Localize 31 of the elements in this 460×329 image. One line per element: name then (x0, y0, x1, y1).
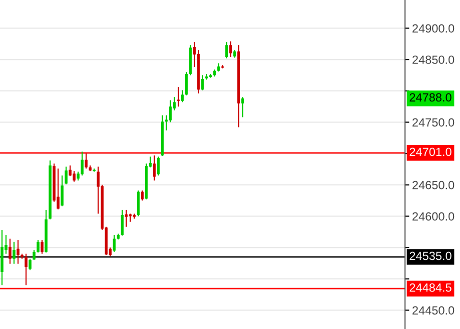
y-tick-label: 24600.0 (412, 212, 454, 221)
text: 24788.0 (410, 93, 452, 102)
candlestick (24, 253, 28, 286)
ref-line-label: 24701.0 (410, 148, 452, 156)
candlestick (8, 238, 12, 264)
candlestick (177, 86, 180, 108)
candlestick (140, 190, 144, 202)
candlestick (156, 156, 160, 176)
y-tick-label: 24650.0 (412, 180, 454, 190)
candlestick (32, 249, 36, 261)
candlestick (185, 72, 188, 96)
candlestick (241, 96, 244, 118)
y-tick-label: 24750.0 (412, 118, 454, 127)
candlestick (152, 154, 156, 182)
candlestick (36, 239, 40, 254)
candlestick (225, 41, 228, 59)
candlestick (56, 168, 60, 210)
y-tick-label: 24900.0 (412, 24, 454, 33)
candlestick (201, 74, 204, 91)
ref-line-label: 24484.5 (410, 283, 452, 292)
ref-line-label: 24535.0 (410, 252, 452, 260)
candlestick (12, 241, 16, 264)
candlestick (16, 239, 20, 264)
candlestick (28, 258, 32, 271)
candlestick (181, 90, 184, 103)
candlestick (40, 239, 44, 254)
candlestick (169, 100, 172, 123)
y-tick-label: 24850.0 (412, 56, 454, 64)
y-tick-label: 24450.0 (412, 306, 454, 315)
candlestick (229, 40, 232, 58)
candlestick (72, 170, 76, 182)
